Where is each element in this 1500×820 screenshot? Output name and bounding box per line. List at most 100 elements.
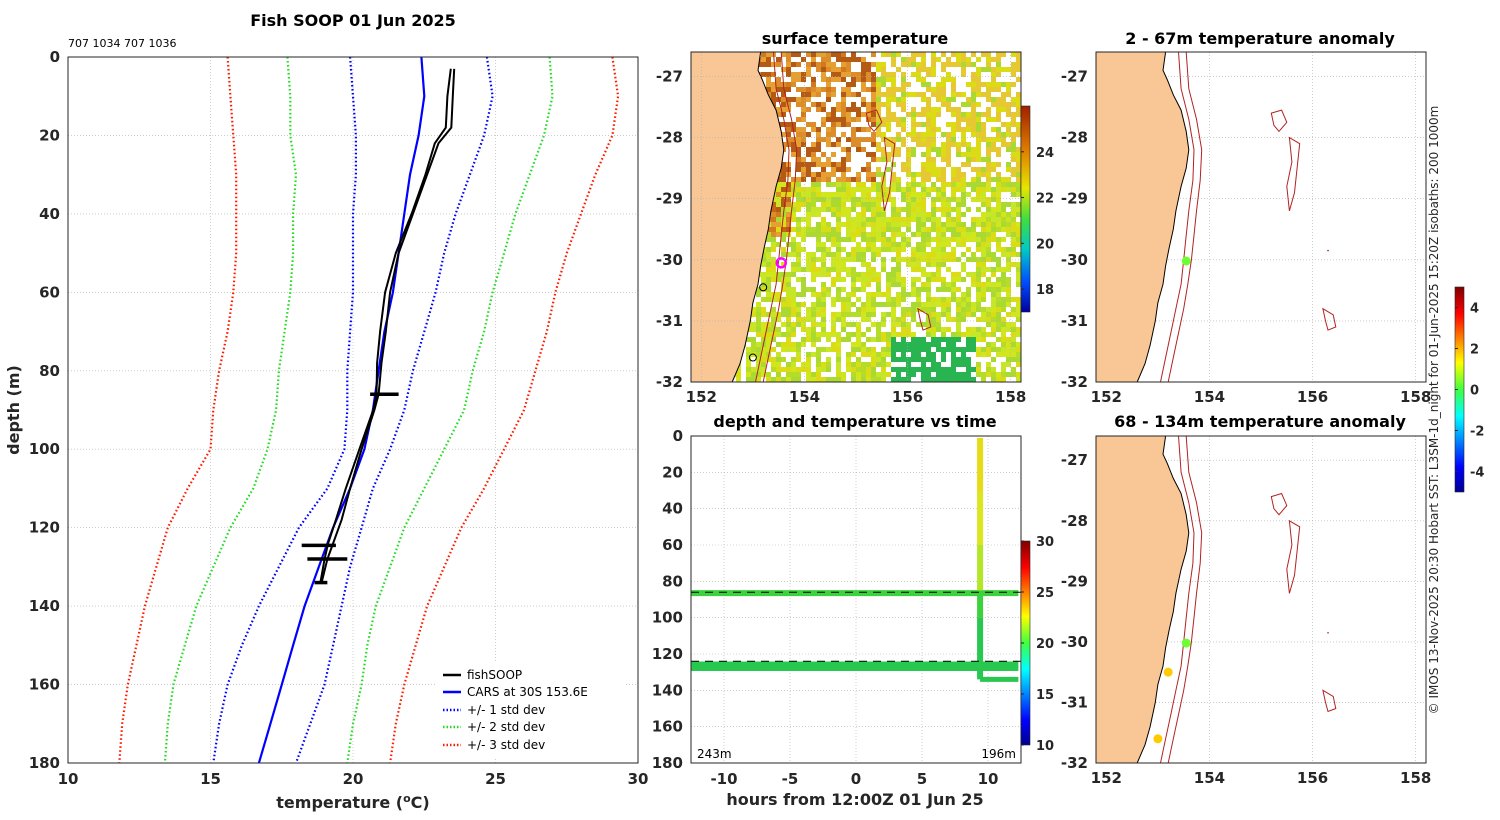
sst-cell [826, 132, 831, 137]
sst-cell [826, 117, 831, 122]
sst-cell [771, 232, 776, 237]
sst-cell [1006, 177, 1011, 182]
sst-cell [776, 297, 781, 302]
map-ytick-label: -28 [1061, 512, 1088, 530]
sst-cell [971, 62, 976, 67]
sst-cell [986, 82, 991, 87]
sst-cell [996, 182, 1001, 187]
sst-cell [996, 212, 1001, 217]
sst-cell [1016, 212, 1021, 217]
sst-cell [1011, 332, 1016, 337]
sst-cell [786, 297, 791, 302]
sst-cell [886, 342, 891, 347]
sst-cell [776, 332, 781, 337]
sst-cell [841, 237, 846, 242]
sst-cell [896, 342, 901, 347]
sst-cell [846, 197, 851, 202]
profile-ytick-label: 100 [29, 440, 60, 458]
profile-panel: Fish SOOP 01 Jun 2025 707 1034 707 1036 … [4, 11, 648, 812]
depthtime-cbar-label: 30 [1036, 535, 1054, 550]
sst-cell [816, 347, 821, 352]
sst-cell [901, 217, 906, 222]
isobath-dot [1327, 249, 1329, 252]
sst-cell [856, 322, 861, 327]
sst-cell [906, 192, 911, 197]
sst-cell [856, 307, 861, 312]
sst-cell [1016, 92, 1021, 97]
sst-cell [961, 212, 966, 217]
sst-cell [836, 347, 841, 352]
sst-cell [876, 277, 881, 282]
sst-cell [1006, 292, 1011, 297]
sst-cell [926, 102, 931, 107]
sst-cell [931, 67, 936, 72]
sst-cell [781, 297, 786, 302]
sst-cell [1001, 237, 1006, 242]
sst-cell [961, 92, 966, 97]
sst-cell [966, 57, 971, 62]
sst-cell [921, 372, 926, 377]
sst-cell [921, 132, 926, 137]
sst-cell [971, 332, 976, 337]
sst-cell [796, 227, 801, 232]
sst-cell [1001, 67, 1006, 72]
sst-cell [946, 97, 951, 102]
sst-cell [786, 222, 791, 227]
sst-cell [1001, 377, 1006, 382]
sst-cell [801, 342, 806, 347]
sst-cell [846, 312, 851, 317]
sst-cell [971, 367, 976, 372]
sst-cell [981, 282, 986, 287]
sst-cell [876, 92, 881, 97]
sst-cell [786, 362, 791, 367]
sst-cell [946, 122, 951, 127]
sst-cell [966, 162, 971, 167]
sst-cell [911, 112, 916, 117]
sst-cell [871, 92, 876, 97]
sst-cell [1011, 112, 1016, 117]
sst-cell [871, 122, 876, 127]
sst-cell [896, 247, 901, 252]
sst-cell [916, 212, 921, 217]
sst-cell [946, 62, 951, 67]
map-ytick-label: -28 [1061, 129, 1088, 147]
sst-cell [926, 272, 931, 277]
sst-cell [791, 307, 796, 312]
sst-cell [896, 297, 901, 302]
depthtime-xtick-label: -5 [782, 770, 799, 788]
sst-cell [896, 212, 901, 217]
sst-cell [931, 112, 936, 117]
profile-series [118, 57, 620, 763]
sst-cell [981, 252, 986, 257]
sst-cell [846, 157, 851, 162]
sst-cell [806, 212, 811, 217]
sst-cell [926, 287, 931, 292]
sst-cell [871, 197, 876, 202]
sst-cell [1001, 92, 1006, 97]
sst-cell [781, 52, 786, 57]
sst-cell [841, 197, 846, 202]
sst-cell [766, 297, 771, 302]
sst-cell [806, 227, 811, 232]
sst-cell [786, 192, 791, 197]
sst-cell [816, 107, 821, 112]
sst-cell [986, 362, 991, 367]
sst-cell [851, 322, 856, 327]
sst-cell [791, 152, 796, 157]
sst-cell [976, 362, 981, 367]
sst-cell [931, 182, 936, 187]
sst-cell [906, 147, 911, 152]
sst-cell [991, 237, 996, 242]
sst-cell [956, 172, 961, 177]
sst-cell [881, 332, 886, 337]
sst-cell [816, 302, 821, 307]
sst-cell [766, 347, 771, 352]
depthtime-frame [690, 435, 1022, 764]
sst-cell [881, 302, 886, 307]
sst-cell [776, 317, 781, 322]
sst-cell [871, 107, 876, 112]
sst-cell [951, 292, 956, 297]
legend-label-std2: +/- 2 std dev [467, 720, 545, 734]
sst-cell [971, 307, 976, 312]
sst-cell [856, 287, 861, 292]
